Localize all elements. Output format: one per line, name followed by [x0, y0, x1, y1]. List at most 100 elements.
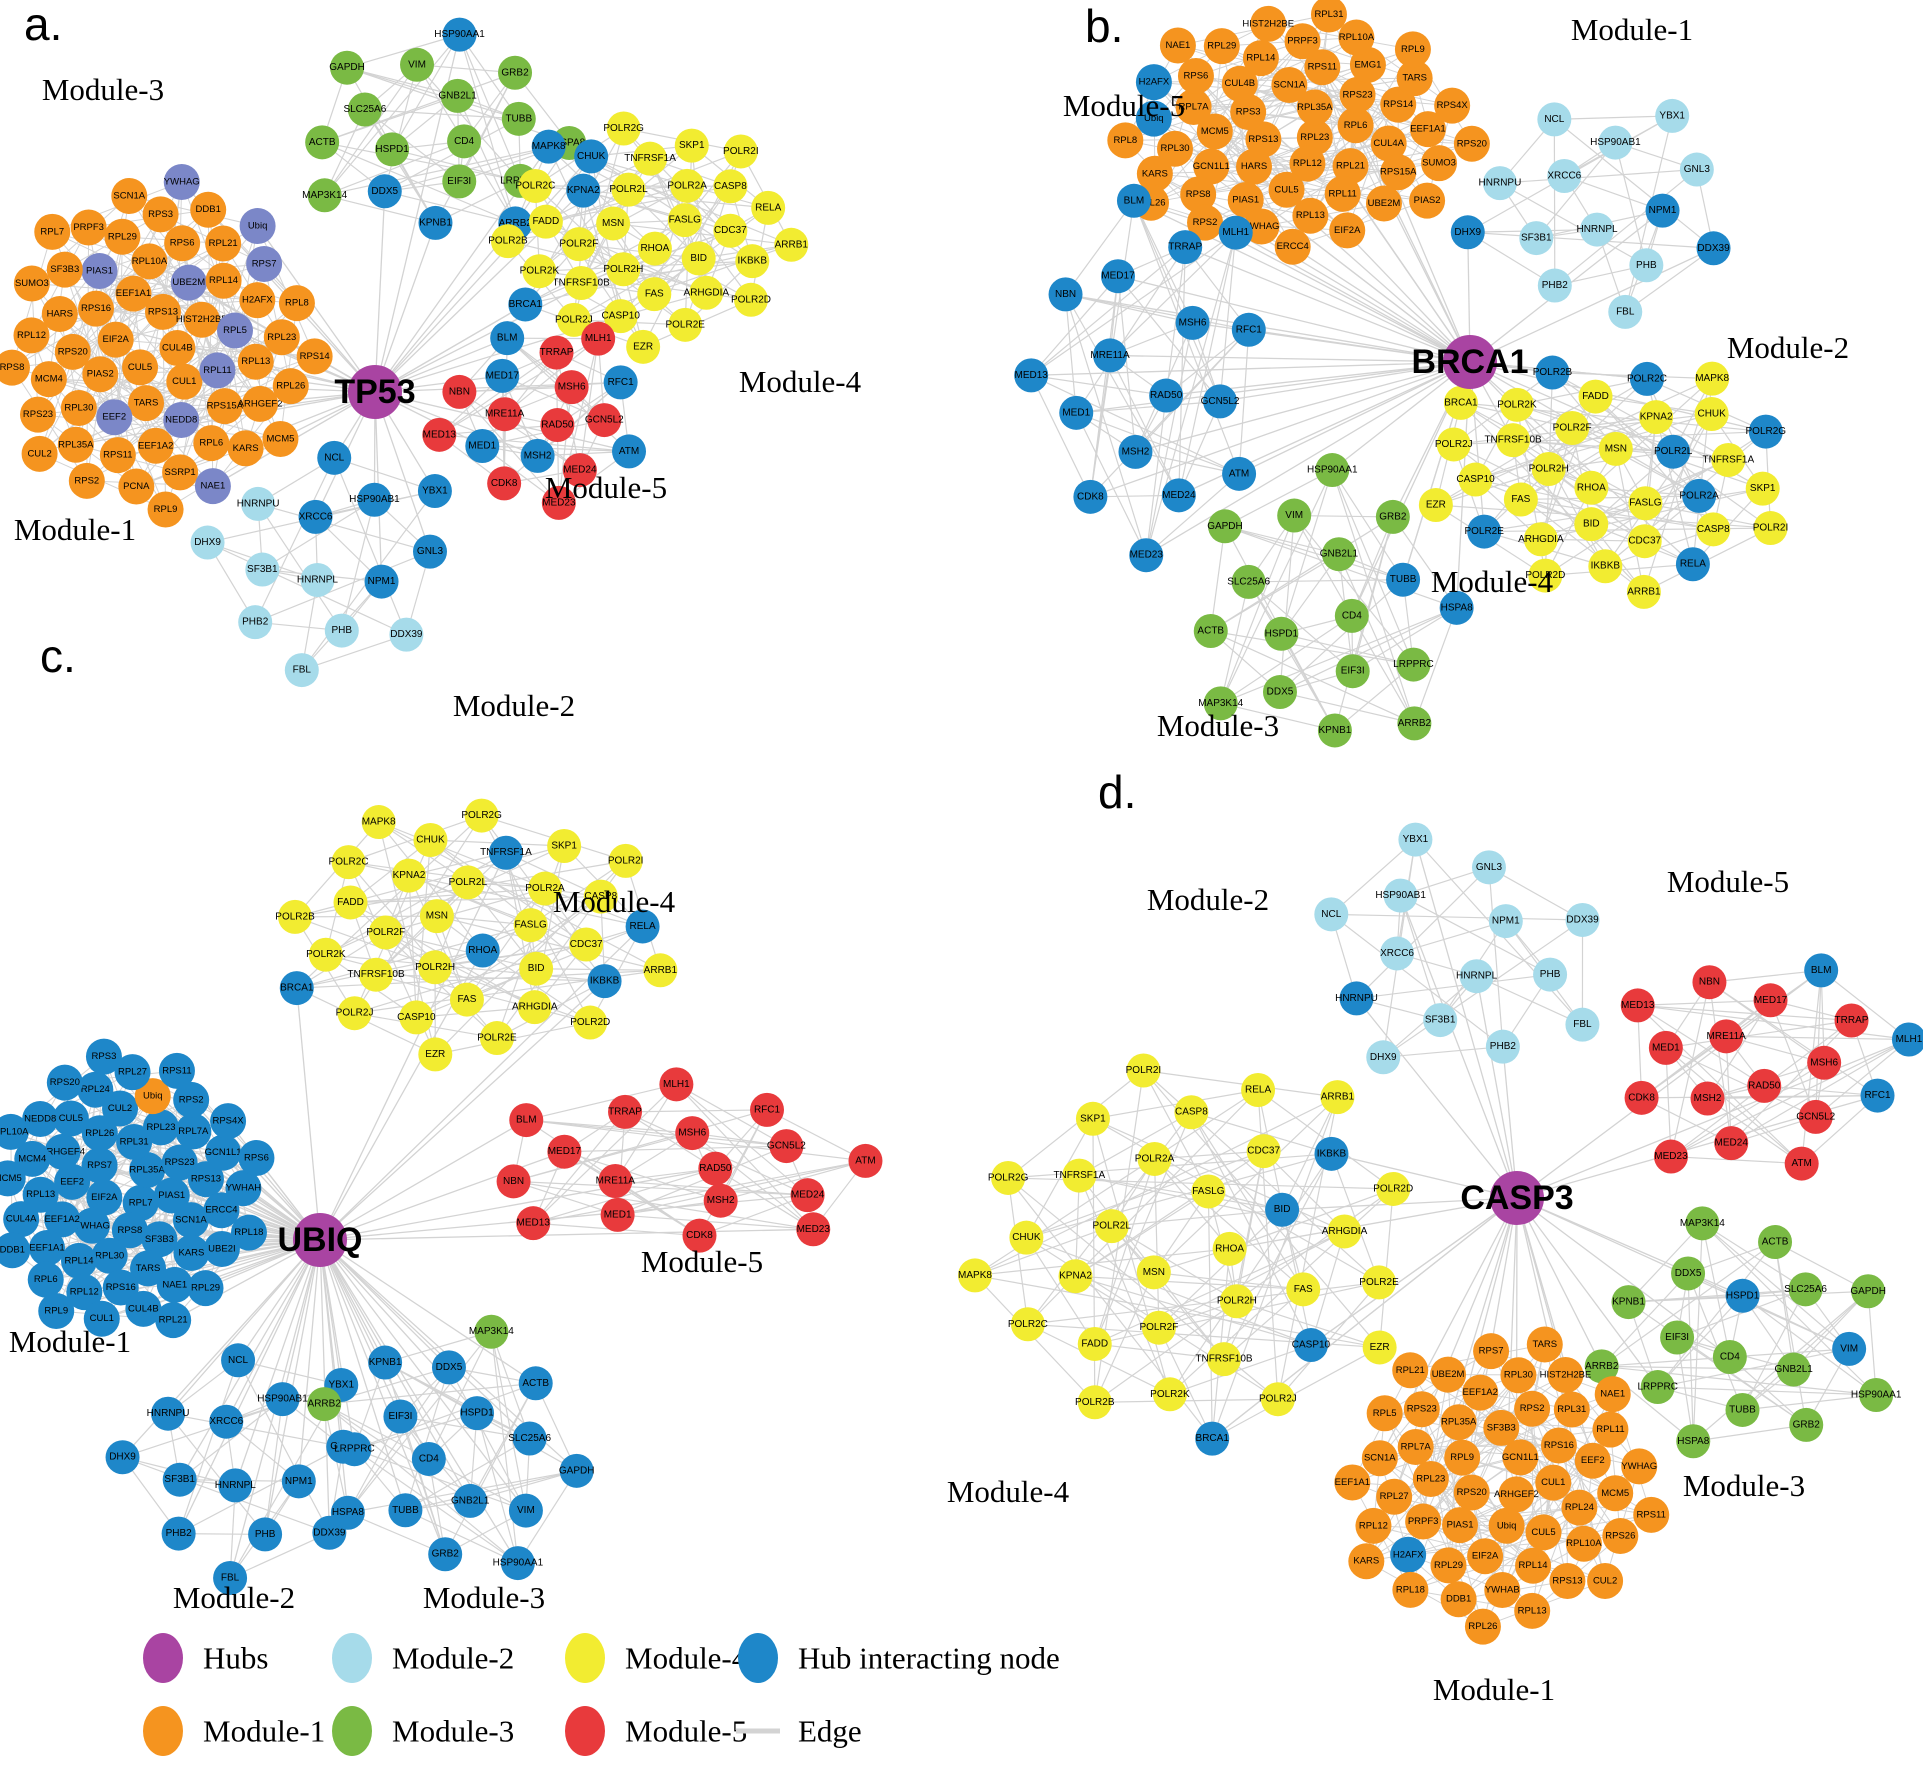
- node-EIF3I[interactable]: EIF3I: [442, 164, 477, 199]
- node-POLR2A[interactable]: POLR2A: [1679, 478, 1719, 513]
- node-CDK8[interactable]: CDK8: [682, 1218, 717, 1253]
- node-LRPPRC[interactable]: LRPPRC: [334, 1432, 375, 1467]
- node-circle-CDK8[interactable]: [1073, 479, 1108, 514]
- node-circle-BID[interactable]: [1574, 507, 1609, 542]
- node-circle-POLR2D[interactable]: [1528, 558, 1563, 593]
- node-circle-RPS23[interactable]: [19, 396, 56, 433]
- node-circle-RPL13[interactable]: [1292, 197, 1329, 234]
- node-FASLG[interactable]: FASLG: [1628, 486, 1663, 521]
- node-RPL29[interactable]: RPL29: [187, 1270, 224, 1307]
- node-circle-CASP10[interactable]: [399, 1000, 434, 1035]
- node-HSPA8[interactable]: HSPA8: [1676, 1424, 1711, 1459]
- node-circle-SCN1A[interactable]: [1271, 67, 1308, 104]
- node-circle-SKP1[interactable]: [674, 128, 709, 163]
- node-circle-SLC25A6[interactable]: [347, 92, 382, 127]
- node-circle-PIAS1[interactable]: [1442, 1507, 1479, 1544]
- node-circle-MED24[interactable]: [1161, 478, 1196, 513]
- node-POLR2J[interactable]: POLR2J: [555, 302, 593, 337]
- node-RPS20[interactable]: RPS20: [1453, 1474, 1490, 1511]
- node-YBX1[interactable]: YBX1: [1655, 98, 1690, 133]
- node-VIM[interactable]: VIM: [508, 1493, 543, 1528]
- node-circle-RPL10A[interactable]: [1565, 1525, 1602, 1562]
- node-circle-RPS4X[interactable]: [210, 1103, 247, 1140]
- node-ATM[interactable]: ATM: [1784, 1146, 1819, 1181]
- node-RHOA[interactable]: RHOA: [465, 933, 500, 968]
- node-circle-MLH1[interactable]: [659, 1067, 694, 1102]
- node-RPS2[interactable]: RPS2: [68, 462, 105, 499]
- node-BRCA1[interactable]: BRCA1: [1443, 385, 1478, 420]
- node-TNFRSF1A[interactable]: TNFRSF1A: [1702, 443, 1754, 478]
- node-XRCC6[interactable]: XRCC6: [209, 1404, 244, 1439]
- node-POLR2F[interactable]: POLR2F: [366, 915, 405, 950]
- node-circle-DDX5[interactable]: [1671, 1256, 1706, 1291]
- node-FASLG[interactable]: FASLG: [513, 908, 548, 943]
- node-circle-CD4[interactable]: [411, 1441, 446, 1476]
- node-circle-ARHGDIA[interactable]: [689, 275, 724, 310]
- node-MLH1[interactable]: MLH1: [1891, 1022, 1923, 1057]
- node-HSPA8[interactable]: HSPA8: [330, 1495, 365, 1530]
- node-circle-UBE2I[interactable]: [203, 1230, 240, 1267]
- node-EMG1[interactable]: EMG1: [1349, 46, 1386, 83]
- node-circle-EEF2[interactable]: [96, 399, 133, 436]
- node-RELA[interactable]: RELA: [1675, 547, 1710, 582]
- node-circle-NBN[interactable]: [1692, 965, 1727, 1000]
- node-BID[interactable]: BID: [519, 951, 554, 986]
- node-circle-HSP90AB1[interactable]: [265, 1382, 300, 1417]
- node-circle-GNB2L1[interactable]: [1776, 1352, 1811, 1387]
- node-circle-RPL5[interactable]: [216, 312, 253, 349]
- node-circle-ACTB[interactable]: [305, 125, 340, 160]
- node-circle-NPM1[interactable]: [281, 1464, 316, 1499]
- node-HNRNPL[interactable]: HNRNPL: [1576, 212, 1618, 247]
- node-HSP90AA1[interactable]: HSP90AA1: [434, 17, 485, 52]
- node-circle-GCN5L2[interactable]: [587, 403, 622, 438]
- node-CASP8[interactable]: CASP8: [1696, 512, 1731, 547]
- node-circle-BID[interactable]: [519, 951, 554, 986]
- node-CD4[interactable]: CD4: [1334, 598, 1369, 633]
- node-circle-CUL5[interactable]: [122, 349, 159, 386]
- node-circle-PIAS1[interactable]: [153, 1177, 190, 1214]
- hub-circle-BRCA1[interactable]: [1443, 335, 1497, 389]
- node-RPS20[interactable]: RPS20: [46, 1064, 83, 1101]
- node-POLR2H[interactable]: POLR2H: [1217, 1284, 1257, 1319]
- node-CUL4A[interactable]: CUL4A: [3, 1201, 40, 1238]
- node-EEF1A2[interactable]: EEF1A2: [44, 1201, 81, 1238]
- node-circle-TNFRSF10B[interactable]: [1496, 423, 1531, 458]
- node-circle-SKP1[interactable]: [1745, 471, 1780, 506]
- node-circle-MCM4[interactable]: [14, 1140, 51, 1177]
- node-circle-EZR[interactable]: [626, 329, 661, 364]
- hub-TP53[interactable]: TP53: [334, 365, 416, 419]
- node-TARS[interactable]: TARS: [1526, 1326, 1563, 1363]
- node-KPNA2[interactable]: KPNA2: [566, 173, 601, 208]
- node-circle-POLR2J[interactable]: [337, 996, 372, 1031]
- node-SKP1[interactable]: SKP1: [547, 828, 582, 863]
- node-circle-TUBB[interactable]: [388, 1493, 423, 1528]
- node-circle-TARS[interactable]: [128, 385, 165, 422]
- node-circle-XRCC6[interactable]: [298, 499, 333, 534]
- node-circle-PIAS1[interactable]: [81, 252, 118, 289]
- node-EIF2A[interactable]: EIF2A: [97, 321, 134, 358]
- node-YWHAB[interactable]: YWHAB: [1484, 1572, 1521, 1609]
- node-circle-H2AFX[interactable]: [1135, 64, 1172, 101]
- node-circle-RELA[interactable]: [625, 909, 660, 944]
- node-circle-RPL30[interactable]: [1500, 1357, 1537, 1394]
- node-VIM[interactable]: VIM: [400, 47, 435, 82]
- node-EIF2A[interactable]: EIF2A: [1467, 1538, 1504, 1575]
- node-RPL9[interactable]: RPL9: [38, 1292, 75, 1329]
- node-HSP90AA1[interactable]: HSP90AA1: [1851, 1378, 1902, 1413]
- node-RPS20[interactable]: RPS20: [1453, 125, 1490, 162]
- node-circle-KPNA2[interactable]: [566, 173, 601, 208]
- node-circle-RPL8[interactable]: [1107, 122, 1144, 159]
- node-circle-SF3B1[interactable]: [245, 552, 280, 587]
- node-POLR2F[interactable]: POLR2F: [1139, 1310, 1178, 1345]
- node-circle-CHUK[interactable]: [1009, 1220, 1044, 1255]
- node-circle-MAP3K14[interactable]: [474, 1314, 509, 1349]
- node-CUL4B[interactable]: CUL4B: [159, 330, 196, 366]
- node-TNFRSF1A[interactable]: TNFRSF1A: [480, 835, 532, 870]
- node-RPS11[interactable]: RPS11: [1304, 49, 1341, 86]
- node-RPS16[interactable]: RPS16: [78, 290, 115, 327]
- node-SUMO3[interactable]: SUMO3: [1421, 145, 1458, 182]
- node-circle-BRCA1[interactable]: [508, 287, 543, 322]
- node-RAD50[interactable]: RAD50: [540, 408, 575, 443]
- node-MCM5[interactable]: MCM5: [1196, 113, 1233, 150]
- node-circle-KARS[interactable]: [1348, 1543, 1385, 1580]
